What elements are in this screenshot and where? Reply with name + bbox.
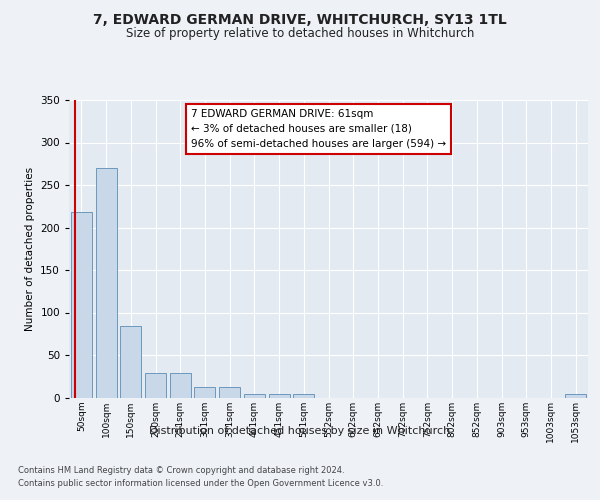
Bar [565, 394, 586, 398]
Text: 7, EDWARD GERMAN DRIVE, WHITCHURCH, SY13 1TL: 7, EDWARD GERMAN DRIVE, WHITCHURCH, SY13… [93, 12, 507, 26]
Text: 7 EDWARD GERMAN DRIVE: 61sqm
← 3% of detached houses are smaller (18)
96% of sem: 7 EDWARD GERMAN DRIVE: 61sqm ← 3% of det… [191, 109, 446, 148]
Bar [170, 373, 191, 398]
Text: Distribution of detached houses by size in Whitchurch: Distribution of detached houses by size … [149, 426, 451, 436]
Text: Size of property relative to detached houses in Whitchurch: Size of property relative to detached ho… [126, 28, 474, 40]
Bar [71, 212, 92, 398]
Text: Contains public sector information licensed under the Open Government Licence v3: Contains public sector information licen… [18, 479, 383, 488]
Bar [219, 388, 240, 398]
Bar [194, 388, 215, 398]
Bar [293, 394, 314, 398]
Bar [120, 326, 141, 398]
Bar [244, 394, 265, 398]
Bar [269, 394, 290, 398]
Text: Contains HM Land Registry data © Crown copyright and database right 2024.: Contains HM Land Registry data © Crown c… [18, 466, 344, 475]
Y-axis label: Number of detached properties: Number of detached properties [25, 166, 35, 331]
Bar [95, 168, 116, 398]
Bar [145, 373, 166, 398]
